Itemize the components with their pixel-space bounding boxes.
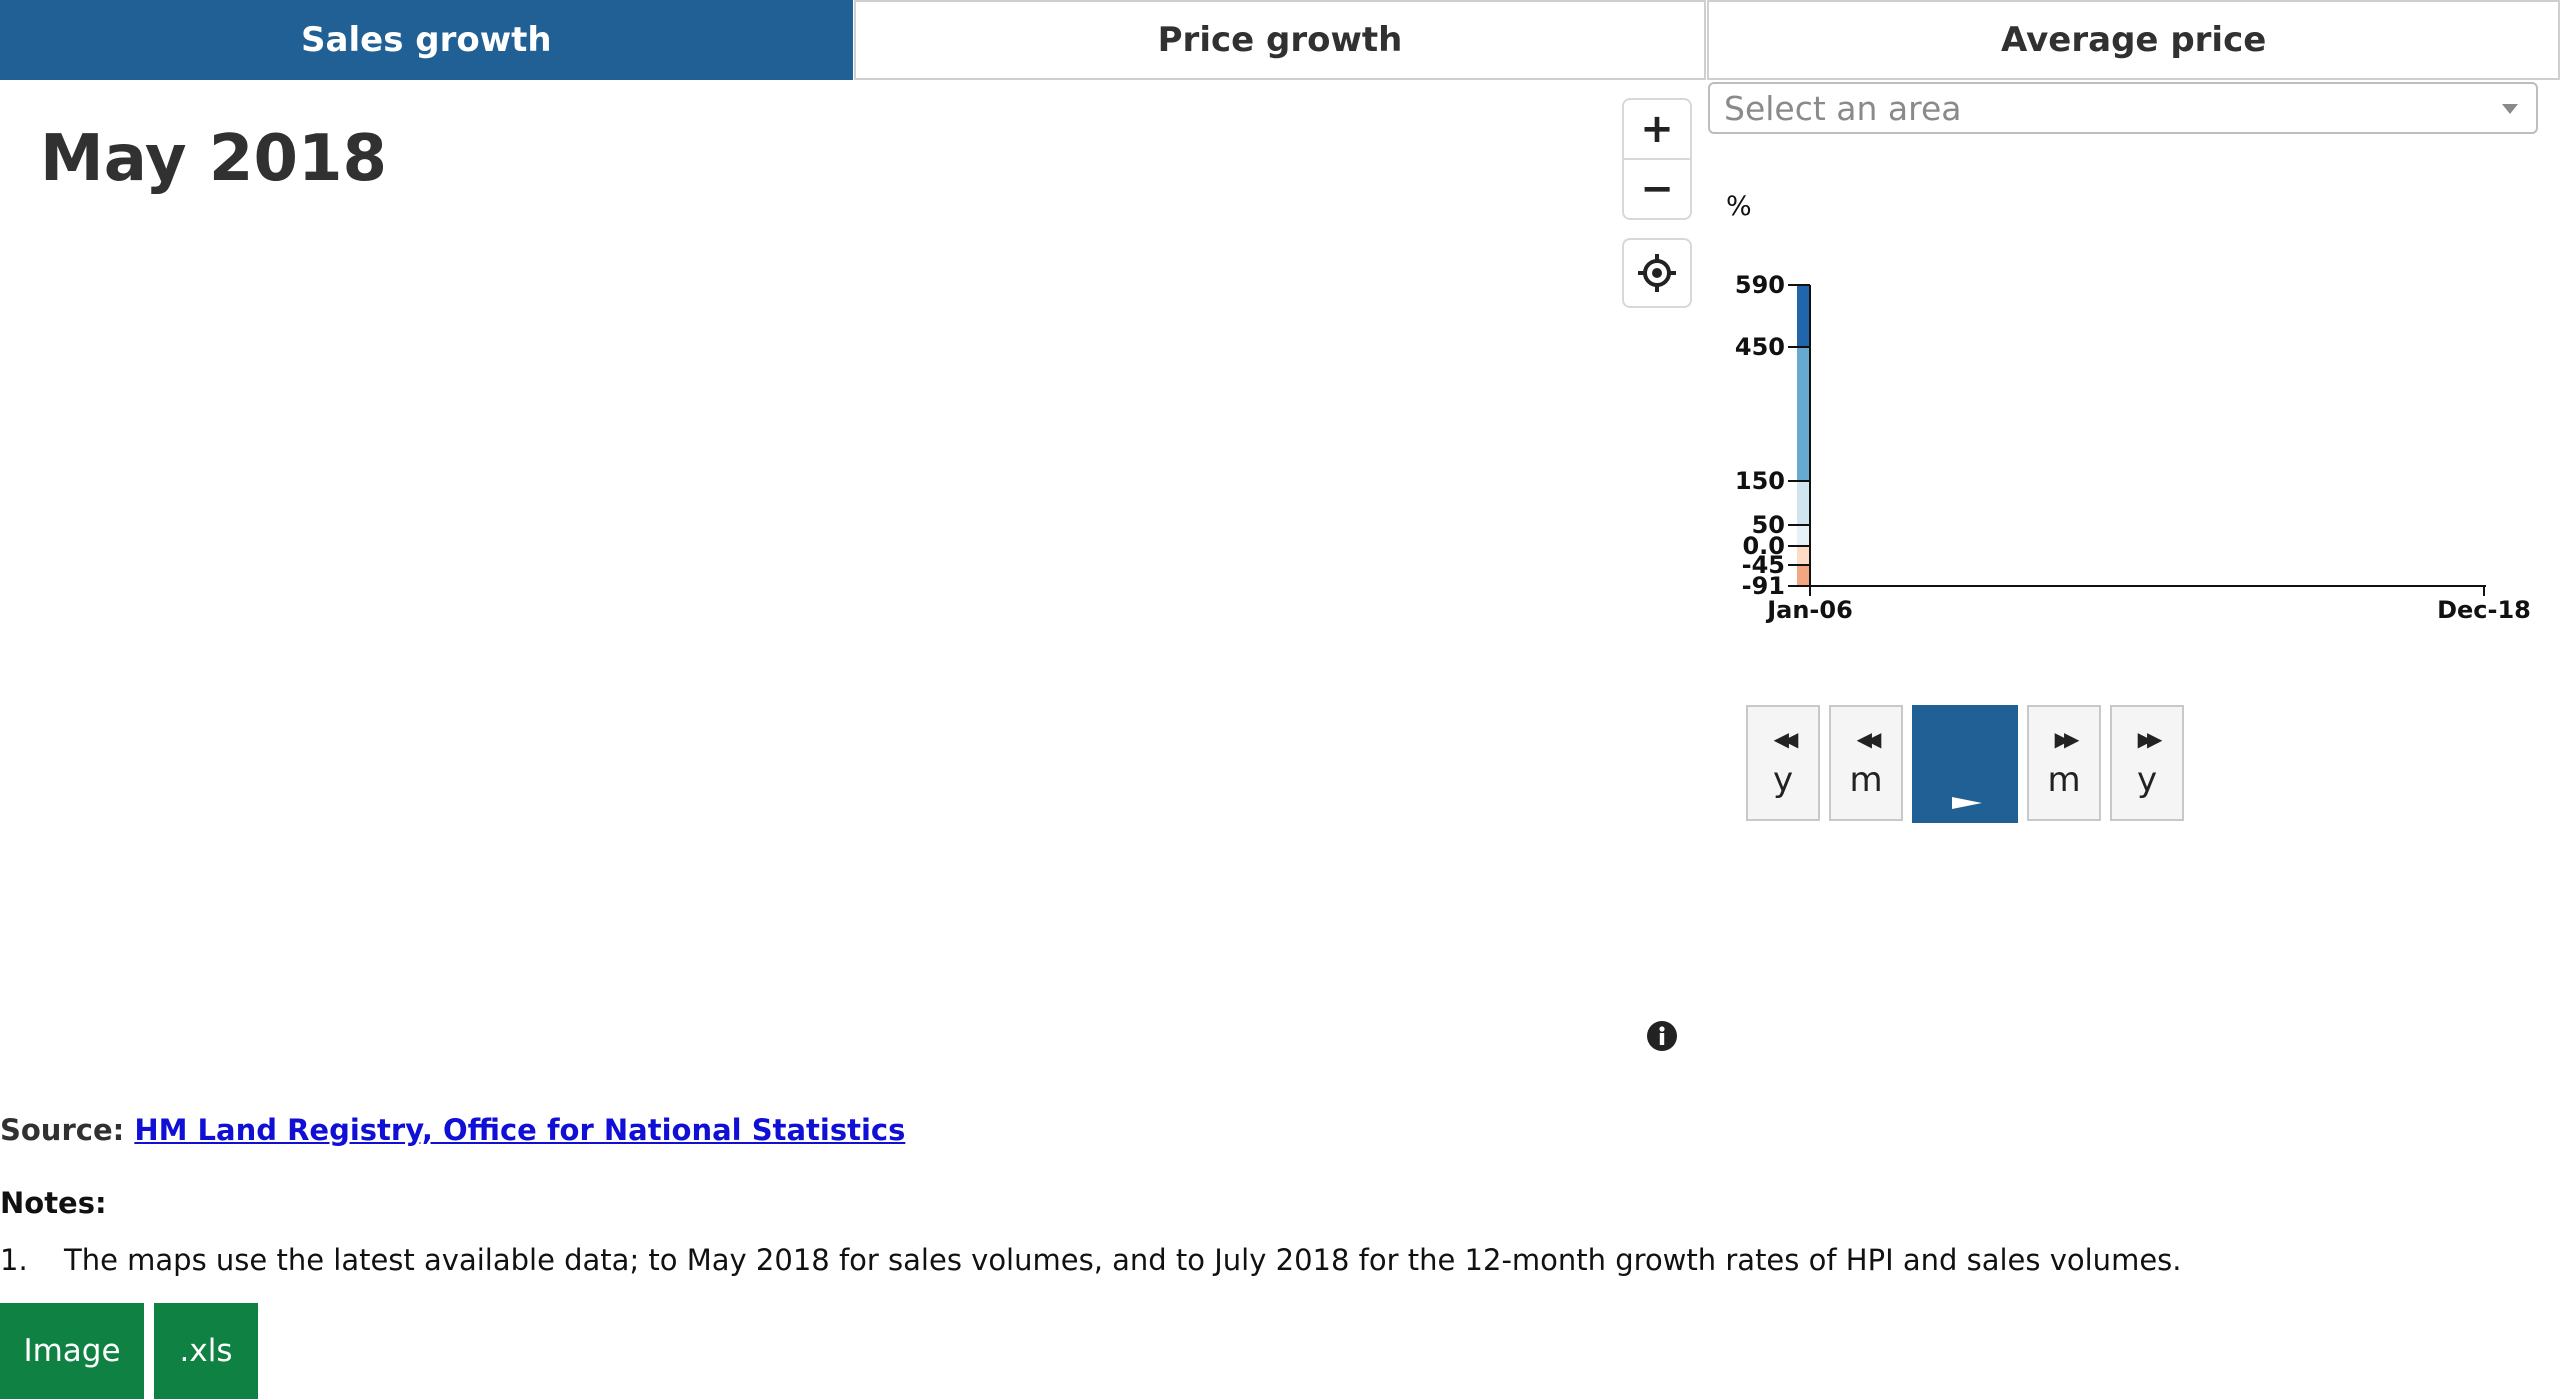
x-tick-label-end: Dec-18 xyxy=(2437,596,2531,624)
y-tick-label: 150 xyxy=(1735,467,1785,495)
legend-band-2 xyxy=(1797,525,1811,546)
area-select[interactable]: Select an area xyxy=(1708,82,2538,134)
notes-title: Notes: xyxy=(0,1186,107,1220)
legend-bands xyxy=(1797,285,1811,586)
x-tick-label-start: Jan-06 xyxy=(1765,596,1853,624)
source-link[interactable]: HM Land Registry, Office for National St… xyxy=(134,1113,906,1147)
legend-band-3 xyxy=(1797,481,1811,525)
tab-bar: Sales growth Price growth Average price xyxy=(0,0,2560,82)
note-number: 1. xyxy=(0,1243,28,1277)
back-year-button[interactable]: ◀◀ y xyxy=(1746,705,1820,821)
back-month-button[interactable]: ◀◀ m xyxy=(1829,705,1903,821)
y-axis-unit: % xyxy=(1726,191,1752,222)
sales-growth-chart: % 590 450 150 500.0-45-91 Jan-06 Dec-18 xyxy=(1726,191,2531,624)
forward-month-label: m xyxy=(2047,760,2081,800)
back-month-label: m xyxy=(1849,760,1883,800)
source-line: Source: HM Land Registry, Office for Nat… xyxy=(0,1113,905,1147)
y-tick-label: 50 xyxy=(1752,511,1785,539)
forward-year-button[interactable]: ▶▶ y xyxy=(2110,705,2184,821)
play-icon xyxy=(1952,797,1982,809)
back-year-label: y xyxy=(1772,760,1794,800)
date-title: May 2018 xyxy=(40,122,388,196)
info-icon[interactable] xyxy=(1646,1020,1678,1052)
y-tick-label: -91 xyxy=(1742,572,1785,600)
play-button[interactable] xyxy=(1912,705,2018,823)
download-image-button[interactable]: Image xyxy=(0,1303,144,1399)
forward-month-button[interactable]: ▶▶ m xyxy=(2027,705,2101,821)
locate-button[interactable] xyxy=(1622,238,1692,308)
area-select-placeholder: Select an area xyxy=(1724,88,1962,128)
tab-average-price[interactable]: Average price xyxy=(1707,0,2560,80)
tab-price-growth[interactable]: Price growth xyxy=(853,0,1707,80)
chevron-down-icon xyxy=(2502,104,2518,114)
rewind-icon: ◀◀ xyxy=(1773,727,1799,751)
crosshair-icon xyxy=(1638,254,1676,292)
zoom-in-button[interactable]: + xyxy=(1640,106,1674,152)
legend-band-5 xyxy=(1797,285,1811,347)
rewind-icon: ◀◀ xyxy=(1856,727,1882,751)
download-xls-button[interactable]: .xls xyxy=(154,1303,258,1399)
legend-band-0 xyxy=(1797,565,1811,586)
y-tick-label: -45 xyxy=(1742,551,1785,579)
note-item: 1. The maps use the latest available dat… xyxy=(0,1243,2181,1277)
fast-forward-icon: ▶▶ xyxy=(2054,727,2080,751)
legend-band-1 xyxy=(1797,546,1811,565)
forward-year-label: y xyxy=(2136,760,2158,800)
tab-sales-growth[interactable]: Sales growth xyxy=(0,0,853,80)
note-text: The maps use the latest available data; … xyxy=(64,1243,2182,1277)
fast-forward-icon: ▶▶ xyxy=(2137,727,2163,751)
y-tick-label: 0.0 xyxy=(1742,532,1785,560)
source-label: Source: xyxy=(0,1113,125,1147)
zoom-out-button[interactable]: − xyxy=(1624,158,1690,218)
y-tick-label: 450 xyxy=(1735,333,1785,361)
legend-band-4 xyxy=(1797,347,1811,481)
y-tick-label: 590 xyxy=(1735,271,1785,299)
y-axis: 590 450 150 500.0-45-91 xyxy=(1735,271,1811,600)
zoom-control: + − xyxy=(1622,98,1692,220)
